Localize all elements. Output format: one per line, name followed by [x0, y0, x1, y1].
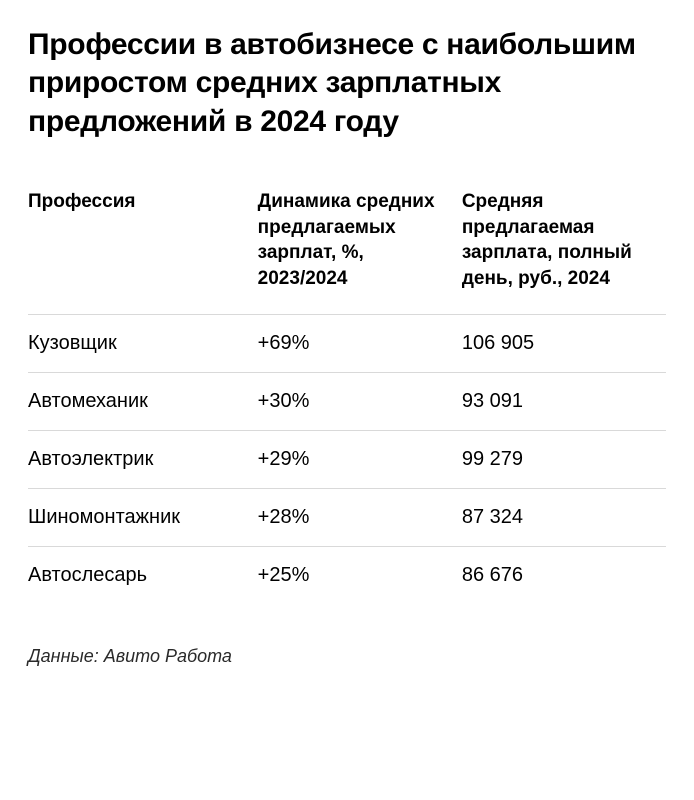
- table-header-row: Профессия Динамика средних предлагаемых …: [28, 189, 666, 314]
- cell-growth: +28%: [258, 488, 462, 546]
- col-header-profession: Профессия: [28, 189, 258, 314]
- cell-growth: +69%: [258, 314, 462, 372]
- cell-growth: +29%: [258, 430, 462, 488]
- cell-salary: 86 676: [462, 546, 666, 604]
- cell-salary: 93 091: [462, 372, 666, 430]
- cell-profession: Автослесарь: [28, 546, 258, 604]
- cell-profession: Автоэлектрик: [28, 430, 258, 488]
- table-row: Шиномонтажник +28% 87 324: [28, 488, 666, 546]
- cell-salary: 106 905: [462, 314, 666, 372]
- table-row: Автомеханик +30% 93 091: [28, 372, 666, 430]
- table-row: Кузовщик +69% 106 905: [28, 314, 666, 372]
- cell-profession: Кузовщик: [28, 314, 258, 372]
- table-row: Автослесарь +25% 86 676: [28, 546, 666, 604]
- salary-table: Профессия Динамика средних предлагаемых …: [28, 189, 666, 604]
- cell-salary: 99 279: [462, 430, 666, 488]
- cell-profession: Шиномонтажник: [28, 488, 258, 546]
- col-header-salary: Средняя предлагаемая зарплата, полный де…: [462, 189, 666, 314]
- col-header-growth: Динамика средних предлагаемых зарплат, %…: [258, 189, 462, 314]
- cell-profession: Автомеханик: [28, 372, 258, 430]
- page-title: Профессии в автобизнесе с наибольшим при…: [28, 26, 666, 141]
- data-source: Данные: Авито Работа: [28, 646, 666, 667]
- table-row: Автоэлектрик +29% 99 279: [28, 430, 666, 488]
- page: Профессии в автобизнесе с наибольшим при…: [0, 0, 694, 707]
- cell-growth: +30%: [258, 372, 462, 430]
- cell-salary: 87 324: [462, 488, 666, 546]
- cell-growth: +25%: [258, 546, 462, 604]
